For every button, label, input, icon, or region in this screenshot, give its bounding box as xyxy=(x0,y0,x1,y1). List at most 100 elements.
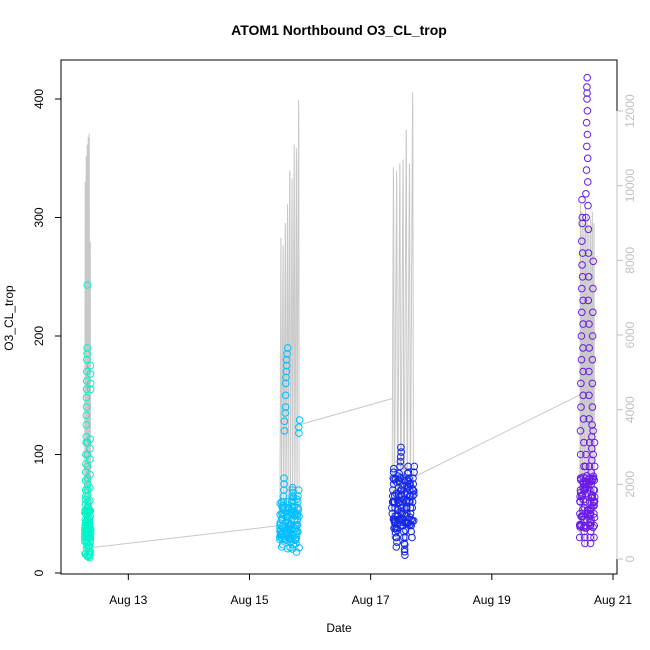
data-point xyxy=(588,421,596,429)
data-point xyxy=(582,118,591,127)
data-point xyxy=(83,350,91,358)
data-point xyxy=(581,462,590,471)
data-point xyxy=(397,486,405,494)
data-point xyxy=(389,499,398,507)
data-point xyxy=(291,536,300,545)
data-point xyxy=(391,475,400,484)
data-point xyxy=(293,511,301,520)
data-point xyxy=(578,249,587,257)
data-point xyxy=(588,493,597,502)
data-point xyxy=(277,498,286,506)
data-point xyxy=(410,468,418,477)
data-point xyxy=(584,178,592,186)
data-point xyxy=(396,453,405,461)
data-point xyxy=(575,533,584,542)
data-point xyxy=(82,385,91,394)
data-point xyxy=(83,281,92,289)
data-point xyxy=(579,479,588,488)
data-point xyxy=(578,512,586,521)
data-point xyxy=(584,296,593,305)
data-point xyxy=(397,443,405,452)
data-point xyxy=(86,385,95,394)
data-point xyxy=(82,528,90,537)
y-tick-label: 300 xyxy=(32,207,46,227)
data-point xyxy=(585,367,593,376)
data-point xyxy=(401,518,409,527)
data-point xyxy=(83,492,92,500)
x-tick-label: Aug 19 xyxy=(473,593,511,607)
data-point xyxy=(582,190,590,198)
data-point xyxy=(589,427,597,435)
data-point xyxy=(584,273,593,281)
data-point xyxy=(282,355,291,364)
data-point xyxy=(576,427,585,435)
data-point xyxy=(585,344,594,352)
data-point xyxy=(402,498,410,506)
data-point xyxy=(590,513,599,522)
x-tick-label: Aug 21 xyxy=(594,593,632,607)
data-point xyxy=(278,502,286,510)
data-point xyxy=(590,502,598,510)
data-point xyxy=(86,379,95,388)
data-point xyxy=(280,417,289,426)
data-point xyxy=(401,510,409,518)
data-point xyxy=(576,497,584,506)
data-point xyxy=(396,462,404,471)
y-tick-label: 100 xyxy=(32,444,46,464)
data-point xyxy=(279,506,288,514)
data-point xyxy=(397,490,406,499)
data-point xyxy=(588,332,597,340)
data-point xyxy=(86,444,94,453)
data-point xyxy=(82,377,91,385)
data-point xyxy=(295,429,303,438)
data-point xyxy=(584,225,593,234)
data-point xyxy=(81,509,89,517)
data-point xyxy=(589,523,597,532)
data-point xyxy=(276,531,285,540)
data-point xyxy=(281,391,290,400)
data-point xyxy=(583,95,591,103)
data-point xyxy=(283,344,292,352)
data-point xyxy=(583,154,592,163)
y-tick-label: 400 xyxy=(32,89,46,109)
data-point xyxy=(86,435,94,443)
data-point xyxy=(580,438,588,447)
data-point xyxy=(582,450,590,459)
data-point xyxy=(83,462,92,471)
data-point xyxy=(578,261,586,269)
y2-tick-label: 4000 xyxy=(623,396,637,423)
data-point xyxy=(577,355,586,364)
data-point xyxy=(578,219,587,228)
data-point xyxy=(582,213,590,222)
data-point xyxy=(285,534,294,543)
altitude-line-flight-3 xyxy=(391,92,415,545)
data-point xyxy=(82,403,91,411)
data-point xyxy=(290,498,298,506)
data-point xyxy=(276,535,284,544)
data-point xyxy=(397,448,406,456)
data-point xyxy=(83,515,92,523)
data-point xyxy=(408,533,416,542)
data-point xyxy=(276,519,284,527)
data-point xyxy=(287,506,296,514)
data-point xyxy=(583,142,591,151)
data-point xyxy=(86,370,95,378)
data-point xyxy=(406,520,415,528)
data-point xyxy=(404,468,413,477)
data-point xyxy=(280,486,288,494)
data-point xyxy=(86,507,95,515)
data-point xyxy=(283,524,292,533)
altitude-line-flight-2 xyxy=(279,99,301,543)
data-point xyxy=(295,544,303,552)
data-point xyxy=(392,543,401,551)
data-point xyxy=(285,525,293,534)
y2-tick-label: 6000 xyxy=(623,321,637,348)
data-point xyxy=(85,547,93,556)
data-point xyxy=(282,373,290,382)
data-point xyxy=(294,505,303,514)
x-tick-label: Aug 17 xyxy=(352,593,390,607)
data-point xyxy=(588,477,596,486)
data-point xyxy=(294,527,302,536)
data-point xyxy=(282,361,291,370)
